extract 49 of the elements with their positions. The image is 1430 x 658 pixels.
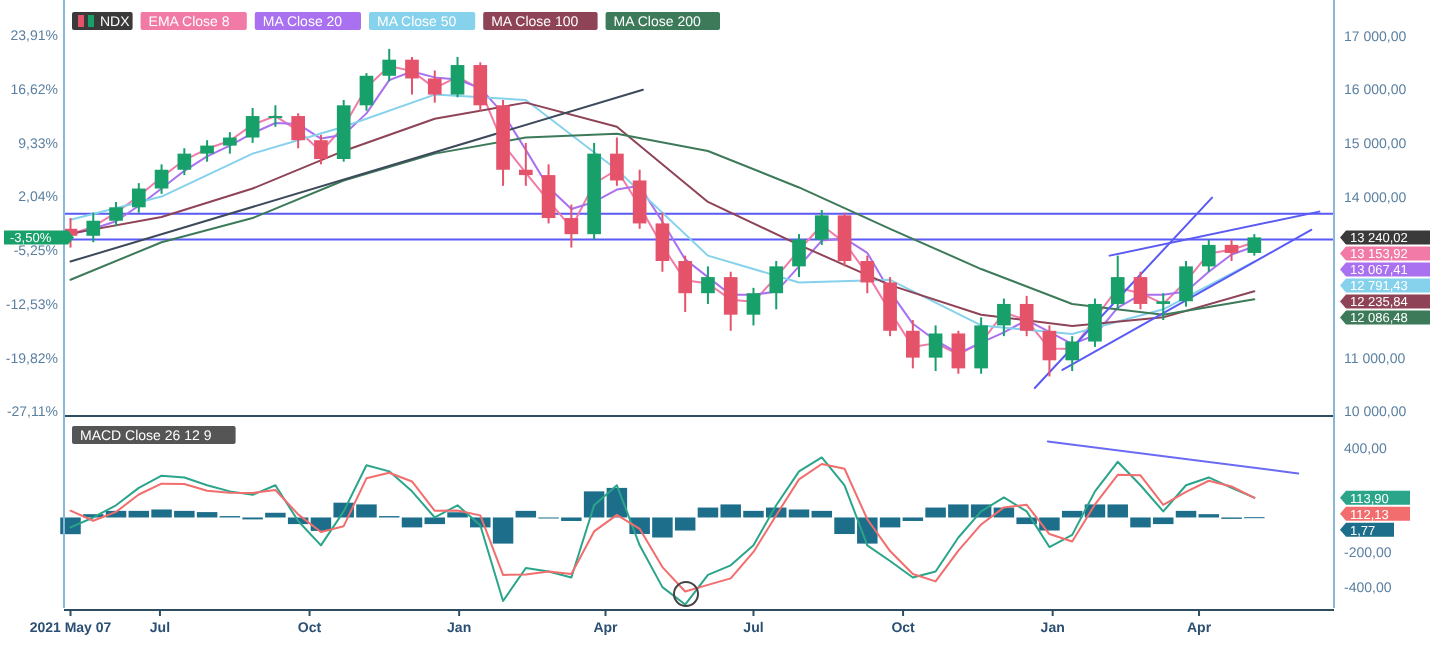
- candlestick: [814, 209, 829, 246]
- candlestick: [701, 265, 715, 305]
- candlestick: [314, 133, 328, 166]
- candlestick: [723, 270, 738, 332]
- candlestick: [405, 56, 419, 96]
- candlestick: [1042, 324, 1057, 378]
- candlestick: [382, 47, 397, 83]
- candlestick: [928, 324, 943, 373]
- candlestick: [109, 200, 123, 228]
- candlestick: [177, 147, 192, 177]
- candlestick: [746, 286, 761, 327]
- candlestick: [610, 136, 624, 187]
- candlestick: [427, 69, 442, 104]
- candlestick: [154, 163, 169, 195]
- candlestick: [86, 211, 101, 244]
- candlestick: [223, 131, 237, 155]
- candlestick: [1224, 238, 1239, 262]
- candlestick: [906, 319, 920, 370]
- candlestick: [131, 182, 146, 214]
- candlestick: [974, 316, 988, 375]
- candlestick: [245, 107, 260, 144]
- candlestick: [1247, 233, 1262, 257]
- candlestick: [564, 203, 579, 249]
- line-series: [69, 132, 1256, 316]
- candlestick: [1088, 297, 1102, 348]
- candlestick: [200, 139, 214, 163]
- candlestick: [678, 254, 693, 313]
- candlestick: [1110, 254, 1125, 311]
- candlestick: [450, 56, 465, 99]
- candlestick: [1201, 238, 1216, 273]
- candlestick: [1179, 260, 1193, 308]
- candlestick: [268, 104, 283, 128]
- candlestick: [1065, 335, 1080, 373]
- candlestick: [632, 168, 647, 230]
- candlestick: [1133, 270, 1148, 311]
- candlestick: [359, 72, 374, 112]
- candlestick: [473, 61, 488, 112]
- candlestick: [291, 112, 305, 150]
- candlestick: [769, 260, 784, 311]
- candlestick: [518, 141, 533, 187]
- candlestick: [1019, 294, 1034, 338]
- candlestick: [792, 233, 806, 279]
- candlestick: [541, 163, 556, 225]
- candlestick: [1156, 292, 1171, 322]
- candlestick: [860, 254, 875, 295]
- candlestick: [655, 211, 670, 273]
- candlestick: [951, 329, 966, 375]
- candlestick: [997, 297, 1011, 338]
- candlestick: [837, 211, 852, 268]
